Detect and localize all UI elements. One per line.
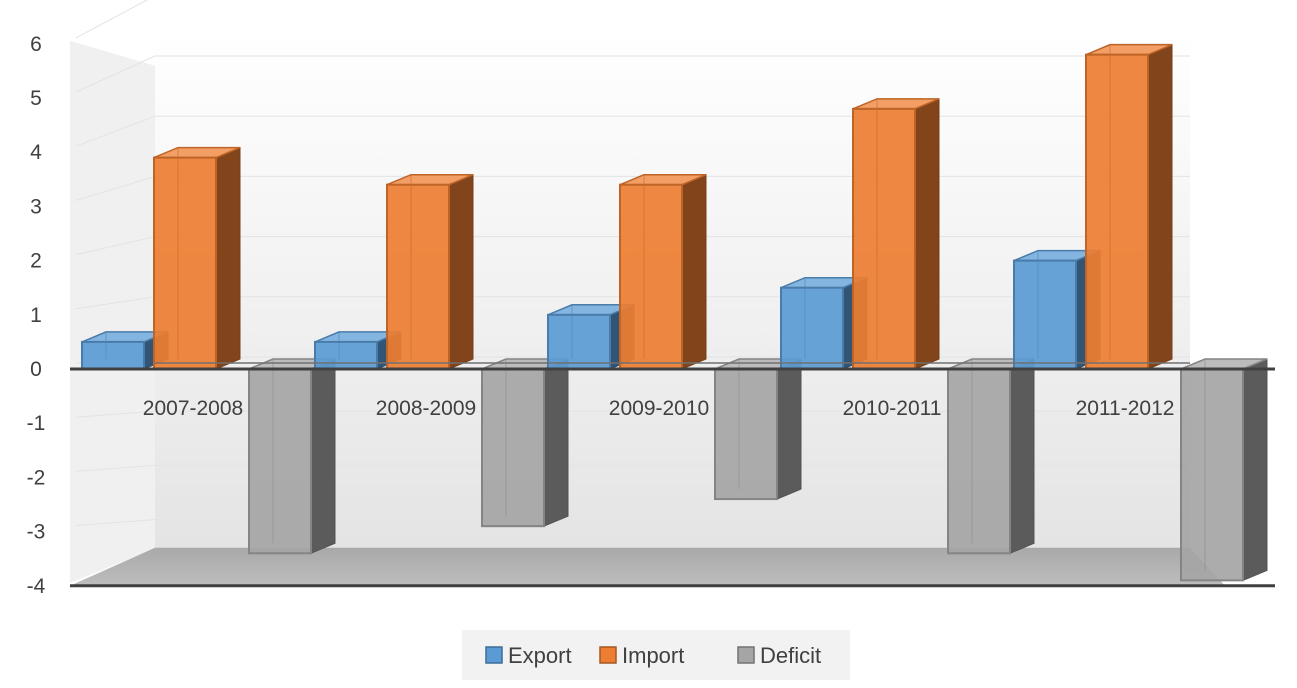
bar-front-face xyxy=(547,313,611,370)
bar-front-face xyxy=(1013,259,1077,371)
y-tick-label: 6 xyxy=(30,33,42,56)
legend-swatch xyxy=(599,646,617,664)
bar-front-face xyxy=(481,368,545,528)
bar-front-face xyxy=(153,156,217,370)
y-tick-label: -4 xyxy=(27,575,46,598)
bar-side-face xyxy=(681,173,707,370)
bar-side-face xyxy=(776,358,802,500)
bar-front-face xyxy=(947,368,1011,555)
gridline-side xyxy=(75,55,156,93)
bar-side-face xyxy=(310,358,336,555)
gridline-side xyxy=(75,236,156,256)
legend-box xyxy=(462,630,850,680)
bar-front-face xyxy=(780,286,844,371)
bar-side-face xyxy=(215,146,241,370)
bar-side-face xyxy=(1147,43,1173,370)
bar-front-face xyxy=(1085,53,1149,370)
x-category-label: 2011-2012 xyxy=(1076,397,1175,420)
y-tick-label: 0 xyxy=(30,358,42,381)
bar-side-face xyxy=(1242,358,1268,582)
gridline-side xyxy=(75,410,156,418)
legend-item-import: Import xyxy=(599,643,684,668)
bar-front-face xyxy=(714,368,778,501)
legend-item-deficit: Deficit xyxy=(737,643,821,668)
y-tick-label: 4 xyxy=(30,141,42,164)
bar-front-face xyxy=(248,368,312,555)
bar-deficit xyxy=(714,358,802,501)
gridline-side xyxy=(75,296,156,310)
x-category-label: 2009-2010 xyxy=(609,397,709,420)
bar-side-face xyxy=(914,98,940,370)
y-tick-label: -3 xyxy=(27,521,46,544)
gridline-side xyxy=(75,464,156,472)
bar-deficit xyxy=(1180,358,1268,582)
y-tick-label: 5 xyxy=(30,87,42,110)
floor xyxy=(70,547,1225,586)
y-tick-label: 1 xyxy=(30,304,42,327)
legend-swatch xyxy=(737,646,755,664)
y-tick-label: 2 xyxy=(30,250,42,273)
gridline-side xyxy=(75,115,156,147)
bar-import xyxy=(386,173,474,370)
bar-deficit xyxy=(248,358,336,555)
legend-label: Export xyxy=(508,643,572,668)
bar-import xyxy=(852,98,940,370)
legend-swatch xyxy=(485,646,503,664)
gridline-side xyxy=(75,519,156,527)
bar-import xyxy=(1085,43,1173,370)
bar-deficit xyxy=(481,358,569,528)
bar-side-face xyxy=(448,173,474,370)
legend-label: Deficit xyxy=(760,643,821,668)
bar-deficit xyxy=(947,358,1035,555)
y-tick-label: -2 xyxy=(27,466,46,489)
legend-label: Import xyxy=(622,643,684,668)
bar-import xyxy=(619,173,707,370)
gridline-side xyxy=(75,0,149,39)
bar-import xyxy=(153,146,241,370)
bar-side-face xyxy=(543,358,569,527)
x-category-label: 2007-2008 xyxy=(143,397,243,420)
bar-front-face xyxy=(314,340,378,370)
bars xyxy=(81,43,1268,582)
x-category-label: 2010-2011 xyxy=(843,397,942,420)
bar-front-face xyxy=(852,107,916,370)
legend-item-export: Export xyxy=(485,643,572,668)
bar-front-face xyxy=(81,340,145,370)
axes: 6 5 4 3 2 1 0 -1 -2 -3 -4 2007-2008 2008-2009 2009-20… xyxy=(27,33,1275,598)
y-tick-label: 3 xyxy=(30,195,42,218)
side-wall xyxy=(70,40,155,583)
bar-front-face xyxy=(386,183,450,370)
legend: Export Import Deficit xyxy=(462,630,850,680)
bar-front-face xyxy=(619,183,683,370)
y-tick-label: -1 xyxy=(27,412,46,435)
bar-front-face xyxy=(1180,368,1244,582)
bar-side-face xyxy=(1009,358,1035,555)
x-category-label: 2008-2009 xyxy=(376,397,476,420)
gridline-side xyxy=(75,175,156,201)
